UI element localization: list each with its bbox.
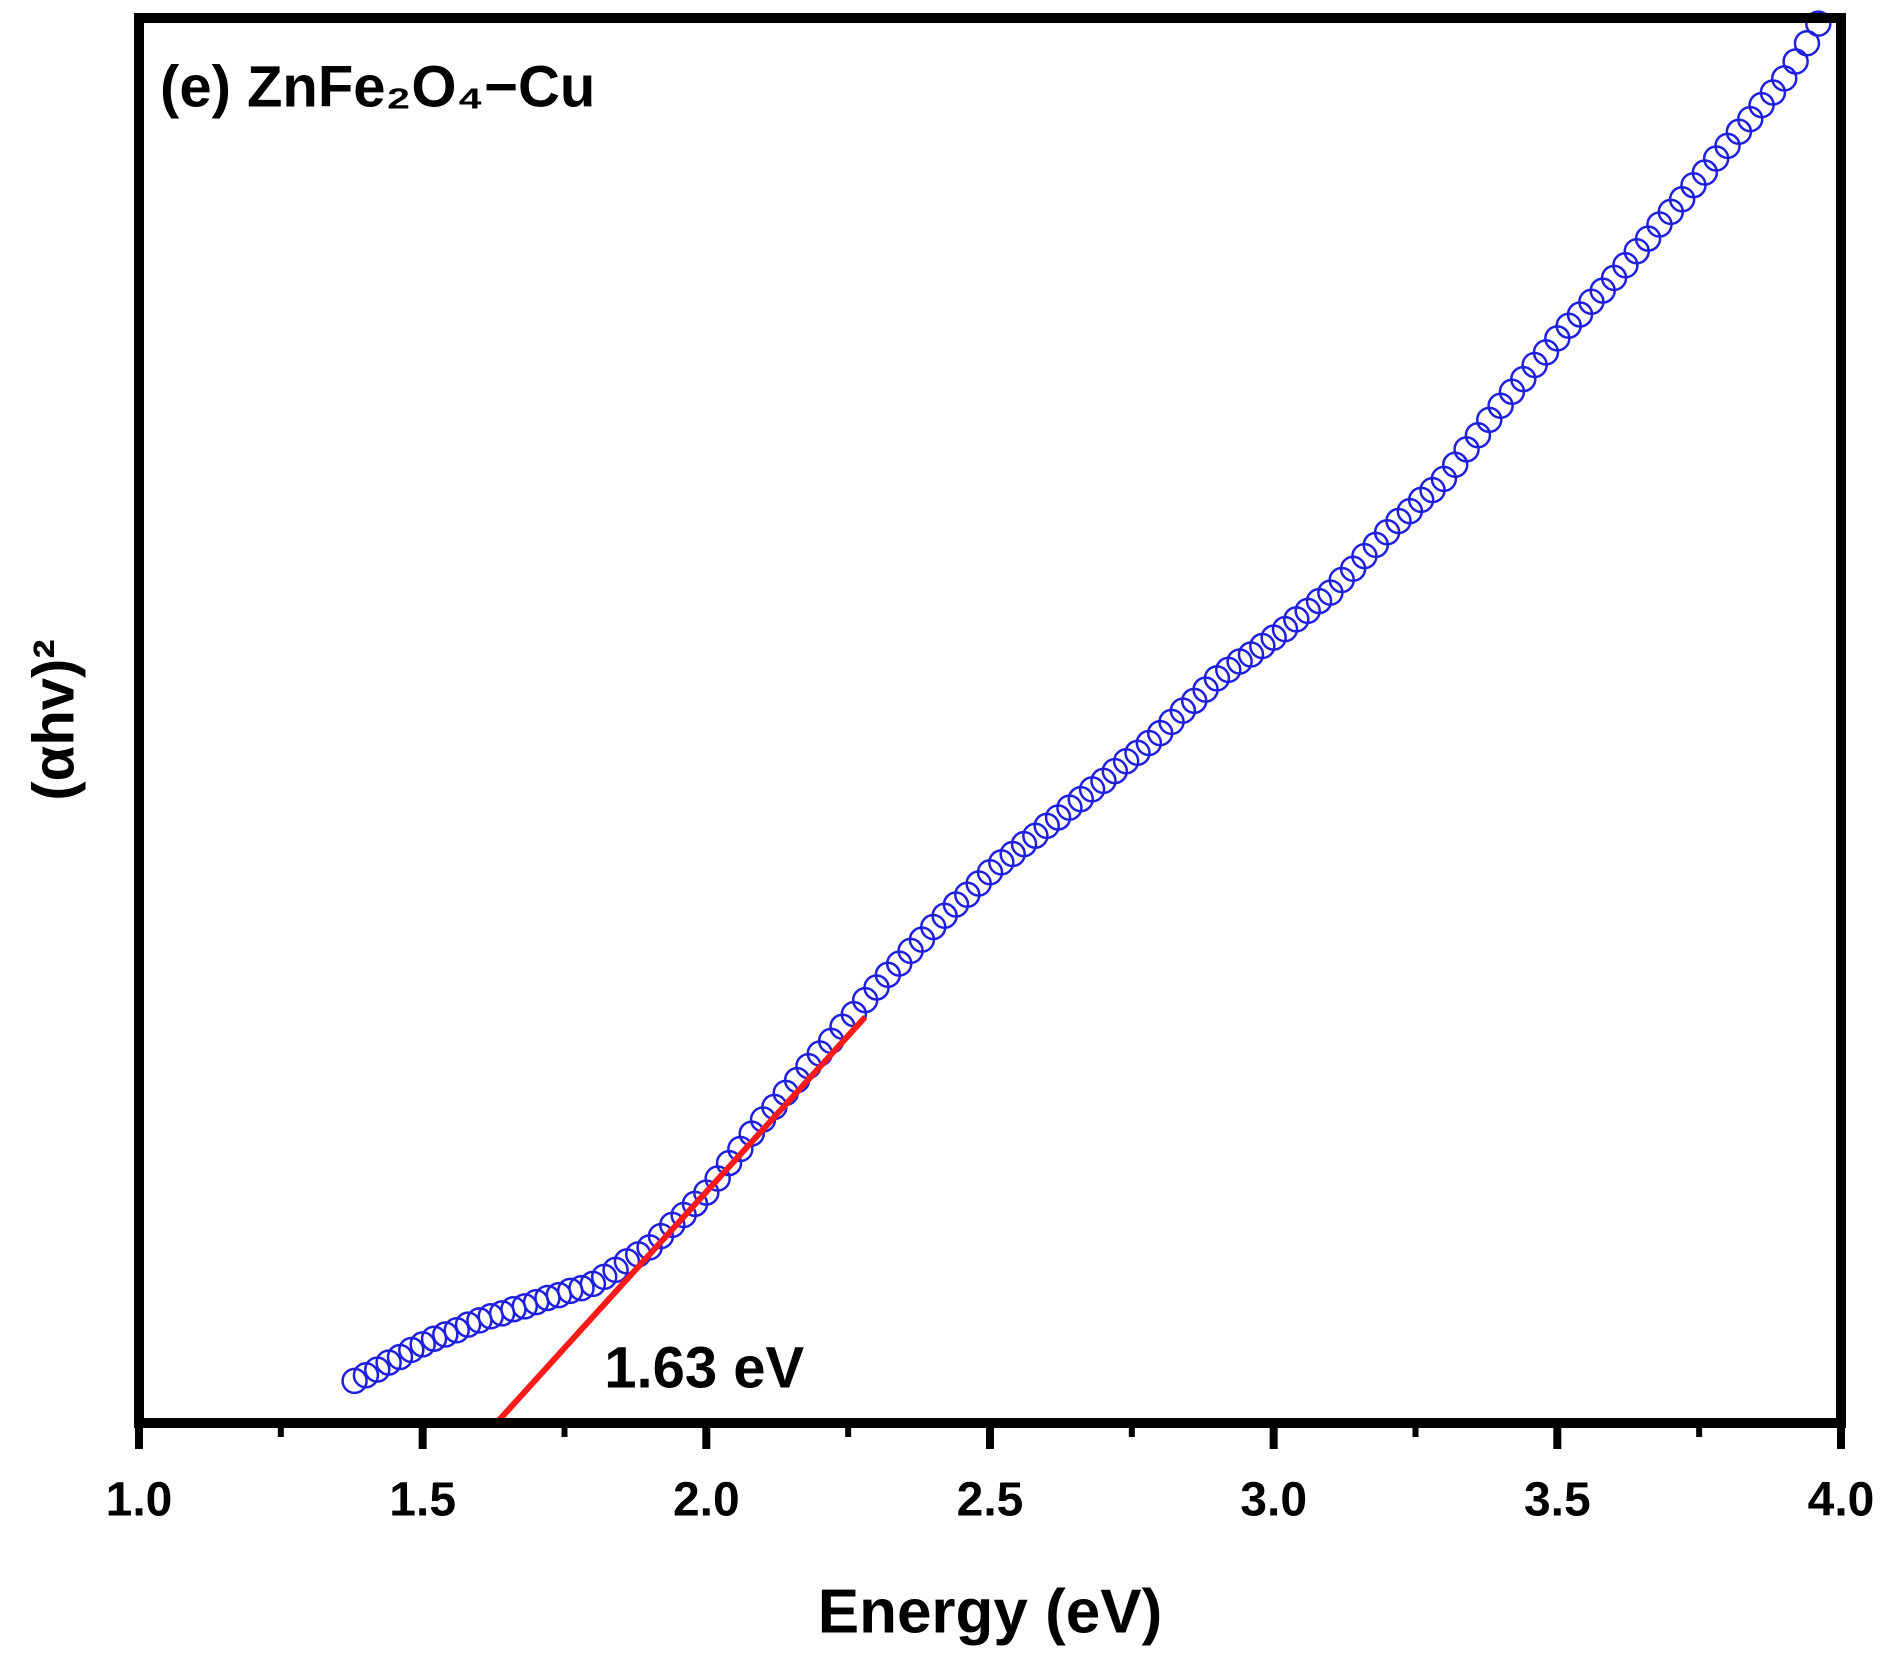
annotation: 1.63 eV: [604, 1336, 804, 1401]
x-tick-label: 3.5: [1524, 1474, 1591, 1527]
data-point: [1805, 10, 1832, 37]
data-point: [1793, 30, 1821, 57]
fit-line: [494, 1014, 868, 1426]
chart-title: (e) ZnFe₂O₄−Cu: [160, 54, 595, 119]
y-axis-label: (αhv)²: [21, 639, 86, 800]
x-tick-label: 4.0: [1808, 1474, 1875, 1527]
x-axis-label: Energy (eV): [818, 1577, 1163, 1646]
x-tick-label: 2.0: [673, 1474, 740, 1527]
data-point: [1782, 48, 1809, 75]
data-point: [454, 1311, 482, 1338]
data-point: [432, 1321, 459, 1348]
data-point: [511, 1293, 539, 1320]
x-tick-label: 1.5: [389, 1474, 456, 1527]
x-tick-label: 3.0: [1240, 1474, 1307, 1527]
x-tick-label: 2.5: [957, 1474, 1024, 1527]
data-point: [568, 1274, 595, 1302]
plot-frame: [134, 13, 1846, 1428]
data-point: [420, 1325, 448, 1352]
x-tick-label: 1.0: [106, 1474, 173, 1527]
